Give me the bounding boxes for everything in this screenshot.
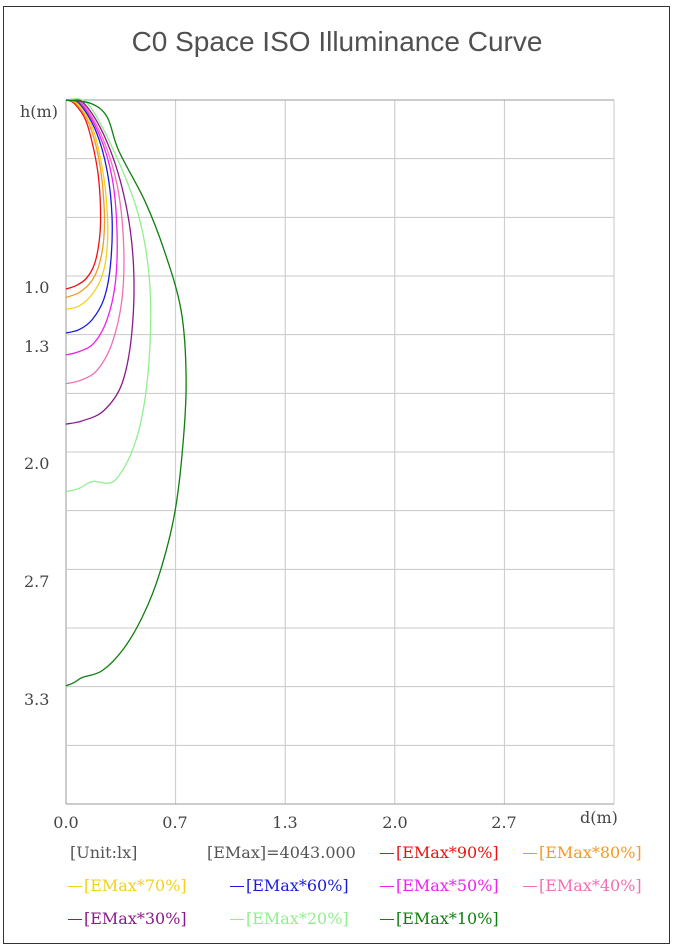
x-tick-label: 2.7: [491, 813, 516, 832]
legend-item: [EMax*10%]: [380, 907, 499, 931]
y-axis-label: h(m): [20, 102, 58, 121]
legend-label: [EMax*90%]: [396, 843, 499, 862]
grid: [65, 99, 615, 805]
series-line-3: [65, 99, 109, 310]
x-tick-label: 2.0: [382, 813, 407, 832]
legend-item: [EMax*70%]: [68, 874, 187, 898]
legend-label: [EMax*70%]: [84, 876, 187, 895]
series-line-5: [65, 99, 118, 356]
tick-labels: 0.0 0.7 1.3 2.0 2.7 1.0 1.3 2.0 2.7 3.3: [24, 278, 517, 832]
legend-item: [EMax*20%]: [230, 907, 349, 931]
legend-swatch: [68, 919, 82, 920]
legend-item: [EMax*40%]: [523, 874, 642, 898]
series-line-7: [65, 98, 135, 425]
series-line-1: [65, 99, 102, 290]
series-layer: [65, 98, 187, 687]
series-line-9: [65, 99, 187, 687]
series-line-8: [65, 98, 152, 493]
legend-label: [EMax*80%]: [539, 843, 642, 862]
x-tick-label: 1.3: [272, 813, 297, 832]
legend-item: [EMax*60%]: [230, 874, 349, 898]
legend-swatch: [380, 853, 394, 854]
legend-swatch: [68, 886, 82, 887]
legend-label: [EMax*50%]: [396, 876, 499, 895]
x-tick-label: 0.0: [53, 813, 78, 832]
legend-label: [EMax*10%]: [396, 909, 499, 928]
legend-item: [EMax*90%]: [380, 841, 499, 865]
legend-item: [EMax*50%]: [380, 874, 499, 898]
y-tick-label: 3.3: [24, 690, 49, 709]
y-tick-label: 1.3: [24, 337, 49, 356]
legend-swatch: [523, 853, 537, 854]
legend-label: [EMax*40%]: [539, 876, 642, 895]
legend-emax-text: [EMax]=4043.000: [207, 843, 356, 862]
legend-unit-text: [Unit:lx]: [70, 843, 138, 862]
series-line-4: [65, 99, 113, 334]
y-tick-label: 1.0: [24, 278, 49, 297]
x-tick-label: 0.7: [162, 813, 187, 832]
legend-item: [EMax*80%]: [523, 841, 642, 865]
legend-swatch: [230, 919, 244, 920]
y-tick-label: 2.7: [24, 572, 49, 591]
legend-label: [EMax*60%]: [246, 876, 349, 895]
legend-swatch: [523, 886, 537, 887]
legend-label: [EMax*20%]: [246, 909, 349, 928]
x-axis-label: d(m): [580, 808, 618, 827]
legend-swatch: [230, 886, 244, 887]
chart-title: C0 Space ISO Illuminance Curve: [131, 26, 543, 57]
y-tick-label: 2.0: [24, 454, 49, 473]
legend-swatch: [380, 886, 394, 887]
legend-label: [EMax*30%]: [84, 909, 187, 928]
series-line-2: [65, 99, 106, 299]
legend-item: [EMax*30%]: [68, 907, 187, 931]
series-line-6: [65, 98, 125, 385]
legend-swatch: [380, 919, 394, 920]
